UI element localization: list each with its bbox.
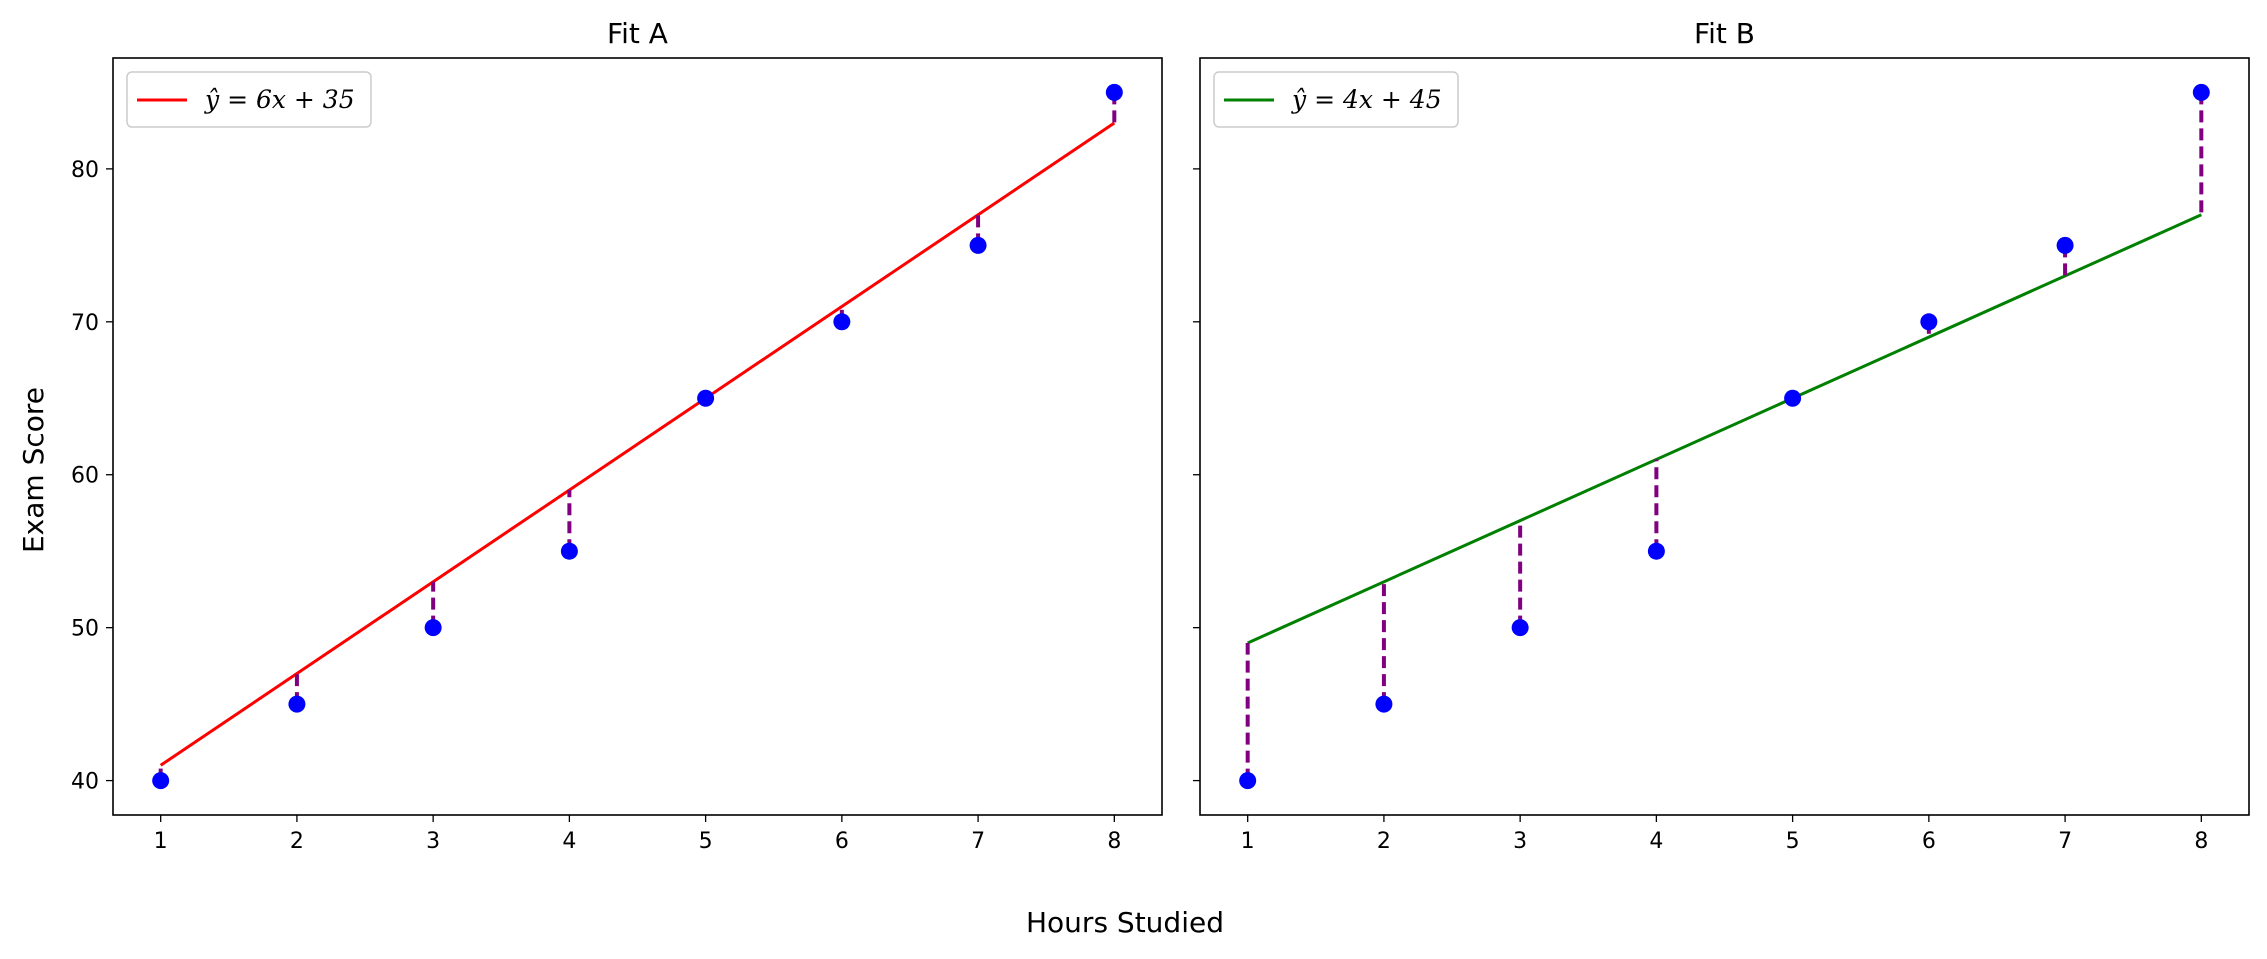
- y-tick-label: 40: [71, 770, 99, 795]
- x-tick-label: 8: [1107, 829, 1121, 854]
- data-point: [1239, 772, 1257, 790]
- axes-frame: [112, 57, 1163, 816]
- data-point: [424, 619, 442, 637]
- data-point: [833, 313, 851, 331]
- data-point: [1375, 695, 1393, 713]
- legend: ŷ = 4x + 45: [1213, 71, 1459, 128]
- x-tick-label: 6: [1922, 829, 1936, 854]
- data-point: [969, 236, 987, 254]
- x-tick-label: 2: [1377, 829, 1391, 854]
- panel-title: Fit B: [1694, 17, 1755, 50]
- x-tick-label: 7: [971, 829, 985, 854]
- data-point: [1511, 619, 1529, 637]
- y-tick-label: 80: [71, 158, 99, 183]
- legend-label: ŷ = 4x + 45: [1291, 85, 1442, 114]
- panel-fit-a: Fit A 1 2 3 4 5 6 7 8 40 50 60 70 80 ŷ = 6x + 35: [71, 17, 1163, 854]
- data-point: [697, 389, 715, 407]
- x-tick-label: 5: [699, 829, 713, 854]
- panels: Fit A 1 2 3 4 5 6 7 8 40 50 60 70 80 ŷ = 6x + 35 Fit B 1…: [71, 17, 2250, 854]
- data-point: [2192, 83, 2210, 101]
- data-point: [560, 542, 578, 560]
- x-tick-label: 7: [2058, 829, 2072, 854]
- fit-line: [1247, 213, 2202, 645]
- y-axis-label: Exam Score: [17, 387, 50, 553]
- x-tick-label: 2: [290, 829, 304, 854]
- data-point: [288, 695, 306, 713]
- x-tick-label: 3: [1513, 829, 1527, 854]
- x-tick-label: 8: [2194, 829, 2208, 854]
- data-point: [152, 772, 170, 790]
- x-tick-label: 5: [1786, 829, 1800, 854]
- data-point: [1920, 313, 1938, 331]
- legend-box: [126, 71, 372, 128]
- axes-frame: [1199, 57, 2250, 816]
- panel-fit-b: Fit B 1 2 3 4 5 6 7 8 ŷ = 4x + 45: [1193, 17, 2250, 854]
- data-point: [1647, 542, 1665, 560]
- x-tick-label: 1: [1241, 829, 1255, 854]
- data-point: [2056, 236, 2074, 254]
- y-tick-label: 70: [71, 311, 99, 336]
- data-point: [1784, 389, 1802, 407]
- legend-label: ŷ = 6x + 35: [204, 85, 355, 114]
- legend-box: [1213, 71, 1459, 128]
- x-tick-label: 6: [835, 829, 849, 854]
- x-tick-label: 1: [154, 829, 168, 854]
- x-axis-label: Hours Studied: [1026, 906, 1224, 939]
- legend: ŷ = 6x + 35: [126, 71, 372, 128]
- panel-title: Fit A: [607, 17, 668, 50]
- x-tick-label: 3: [426, 829, 440, 854]
- x-tick-label: 4: [1649, 829, 1663, 854]
- y-tick-label: 60: [71, 464, 99, 489]
- x-tick-label: 4: [562, 829, 576, 854]
- y-tick-label: 50: [71, 617, 99, 642]
- data-point: [1105, 83, 1123, 101]
- fit-line: [159, 121, 1116, 767]
